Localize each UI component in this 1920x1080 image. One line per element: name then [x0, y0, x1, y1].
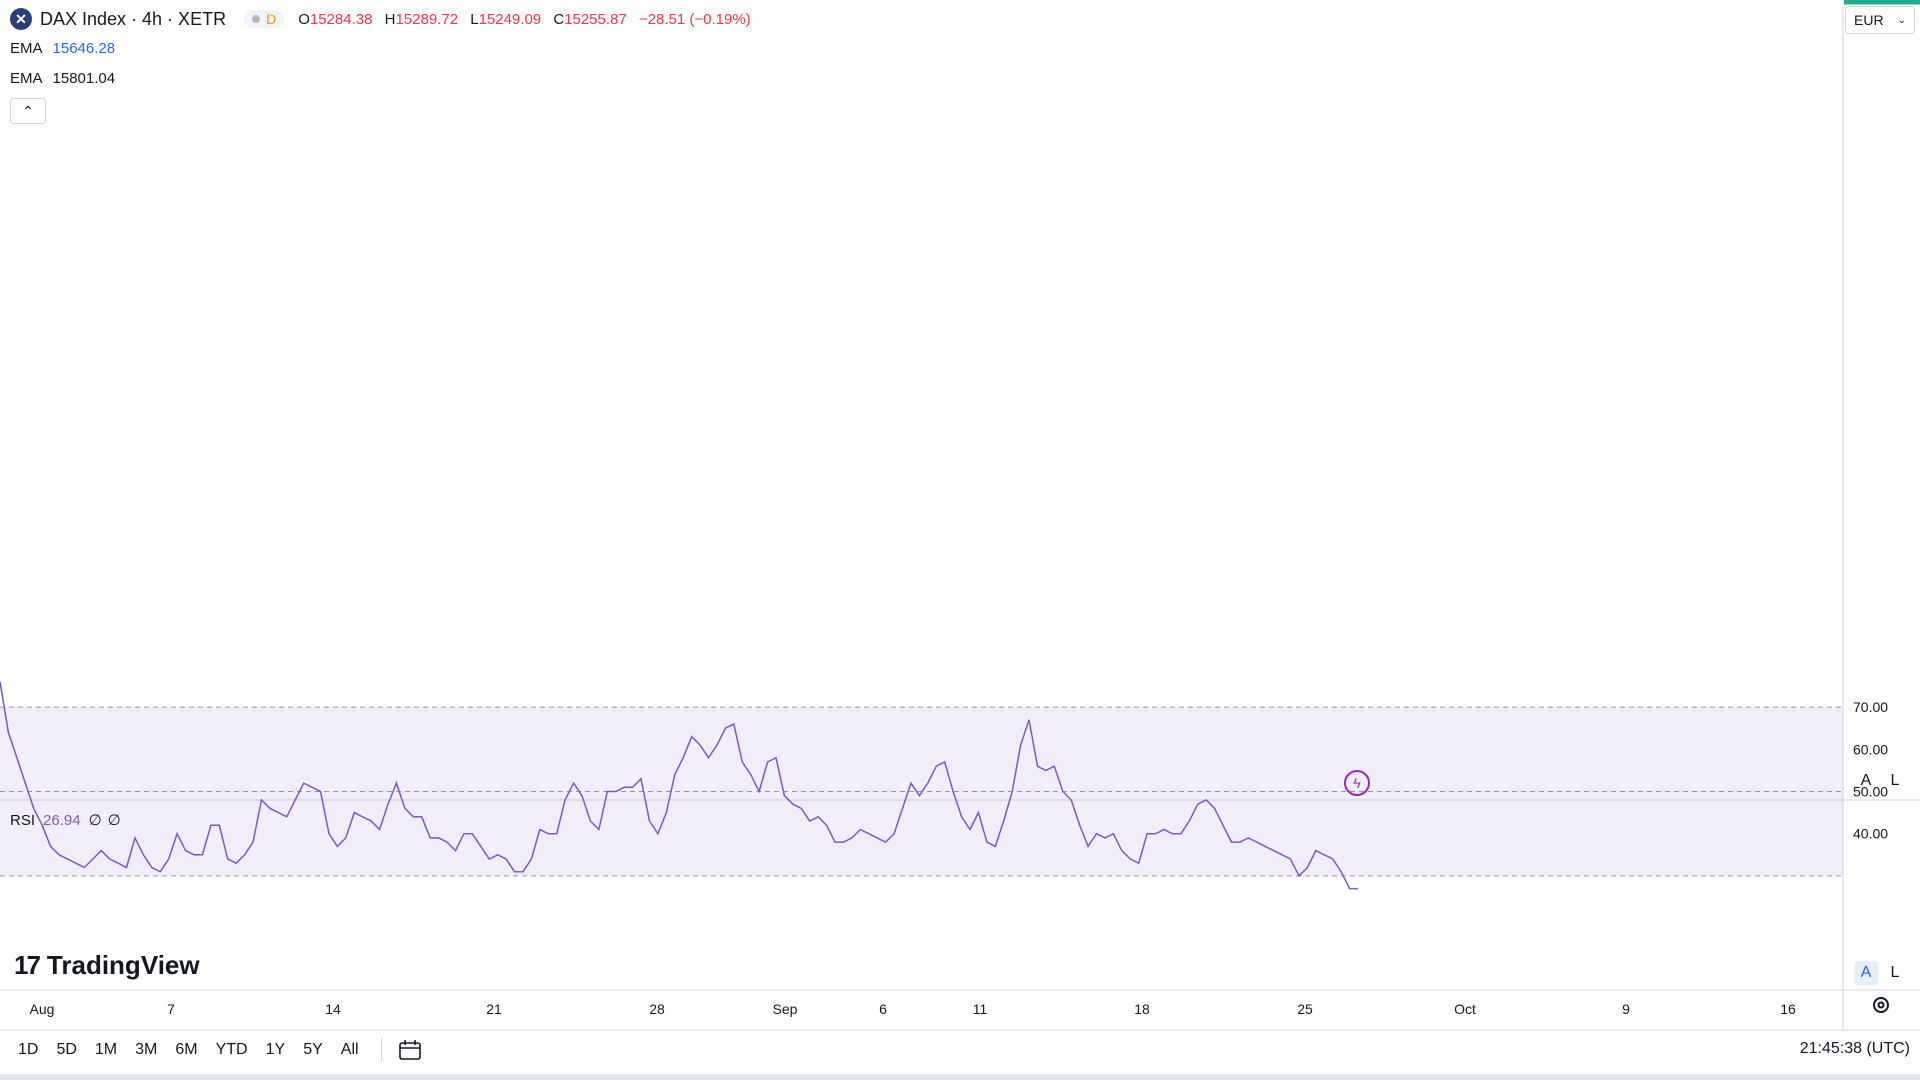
time-tick-label: Oct [1454, 1001, 1476, 1017]
timeframe-1m[interactable]: 1M [94, 1041, 118, 1058]
time-tick-label: 11 [973, 1001, 988, 1017]
interval-badge-label: D [266, 11, 277, 27]
timeframe-3m[interactable]: 3M [135, 1041, 158, 1058]
rsi-value: 26.94 [43, 811, 81, 829]
timeframe-1y[interactable]: 1Y [265, 1041, 286, 1058]
tv-mark-icon: 17 [14, 950, 41, 980]
collapse-legend-button[interactable]: ⌃ [10, 98, 46, 124]
currency-select[interactable]: EUR ⌄ [1845, 6, 1915, 34]
level-price-tag [1844, 0, 1920, 5]
price-axis[interactable]: 15000.0015400.0015800.0016000.0016200.00… [1843, 0, 1912, 842]
rsi-tick-label: 40.00 [1853, 826, 1888, 842]
time-tick-label: 7 [167, 1001, 175, 1017]
rsi-extra-1: ∅ [88, 812, 102, 829]
log-scale-button[interactable]: L [1890, 772, 1900, 789]
high-value: 15289.72 [395, 10, 459, 28]
ema1-value: 15646.28 [52, 40, 116, 57]
toolbar-divider [380, 1038, 382, 1062]
ema2-label: EMA [10, 70, 43, 87]
time-tick-label: 16 [1780, 1001, 1796, 1017]
rsi-panel [0, 681, 1843, 890]
price-grid [0, 0, 1920, 1031]
footer-strip [0, 1074, 1920, 1080]
rsi-tick-label: 70.00 [1853, 699, 1888, 715]
change-value: −28.51 (−0.19%) [638, 10, 751, 28]
level-price-labels: 16338.0316192.0316007.0915619.1115458.76… [1844, 0, 1920, 5]
rsi-legend[interactable]: RSI 26.94 ∅ ∅ [10, 811, 121, 830]
time-tick-label: 6 [879, 1001, 887, 1017]
lightning-icon[interactable]: ϟ [1344, 770, 1370, 796]
rsi-auto-scale-button[interactable]: A [1854, 961, 1878, 985]
time-tick-label: 9 [1622, 1001, 1630, 1017]
interval-badge[interactable]: D [244, 10, 285, 28]
time-tick-label: 25 [1297, 1001, 1313, 1017]
timeframe-5y[interactable]: 5Y [303, 1041, 323, 1058]
tradingview-wordmark: TradingView [46, 950, 200, 980]
rsi-line [0, 681, 1358, 890]
ohlc-values: O15284.38 H15289.72 L15249.09 C15255.87 … [298, 10, 751, 28]
time-tick-label: 28 [649, 1001, 665, 1017]
currency-label: EUR [1854, 12, 1884, 28]
chevron-up-icon: ⌃ [22, 102, 34, 119]
chevron-down-icon: ⌄ [1897, 14, 1906, 26]
open-value: 15284.38 [309, 10, 373, 28]
time-axis[interactable]: Aug 7 14 21 28 Sep 6 11 18 25 Oct 9 16 [30, 1001, 1796, 1017]
status-dot-icon [252, 15, 261, 23]
symbol-title[interactable]: DAX Index · 4h · XETR [40, 8, 227, 29]
ema2-legend[interactable]: EMA 15801.04 [10, 70, 115, 87]
calendar-icon[interactable] [398, 1039, 422, 1061]
ema1-legend[interactable]: EMA 15646.28 [10, 40, 115, 57]
utc-clock[interactable]: 21:45:38 (UTC) [1799, 1040, 1910, 1057]
timeframe-ytd[interactable]: YTD [215, 1041, 248, 1058]
time-tick-label: Sep [773, 1001, 798, 1017]
timeframe-all[interactable]: All [340, 1041, 359, 1058]
tradingview-logo: 17 TradingView [14, 950, 200, 981]
symbol-legend: ✕ DAX Index · 4h · XETR D O15284.38 H152… [10, 8, 751, 30]
x-logo-icon[interactable]: ✕ [10, 8, 32, 30]
timeframe-6m[interactable]: 6M [175, 1041, 198, 1058]
timeframe-1d[interactable]: 1D [18, 1041, 39, 1058]
rsi-tick-label: 50.00 [1853, 784, 1888, 800]
time-tick-label: Aug [30, 1001, 55, 1017]
close-value: 15255.87 [564, 10, 627, 28]
time-tick-label: 14 [325, 1001, 341, 1017]
timeframe-5d[interactable]: 5D [56, 1041, 77, 1058]
bottom-toolbar: 1D 5D 1M 3M 6M YTD 1Y 5Y All 21:45:38 (U… [0, 1030, 1920, 1070]
time-tick-label: 21 [486, 1001, 502, 1017]
time-tick-label: 18 [1134, 1001, 1150, 1017]
gear-icon[interactable] [1870, 994, 1892, 1016]
ema1-label: EMA [10, 40, 43, 57]
rsi-log-scale-button[interactable]: L [1890, 964, 1900, 981]
auto-scale-button[interactable]: A [1860, 772, 1872, 789]
ema2-value: 15801.04 [52, 70, 116, 87]
low-value: 15249.09 [478, 10, 542, 28]
level-price-label: 15058.00 [1851, 0, 1905, 2]
rsi-label: RSI [10, 811, 36, 829]
rsi-tick-label: 60.00 [1853, 741, 1888, 757]
rsi-extra-2: ∅ [107, 812, 121, 829]
